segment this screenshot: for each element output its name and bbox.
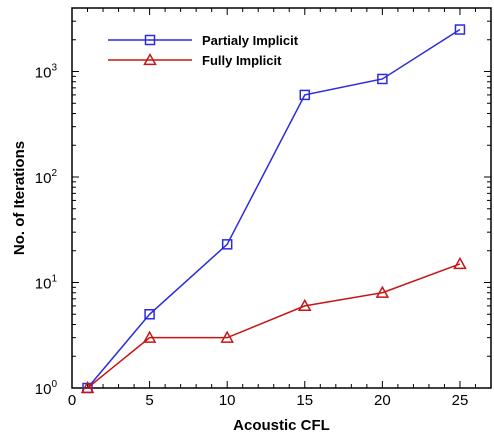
series-2 [80, 256, 467, 394]
data-point [142, 330, 157, 343]
x-tick-label: 10 [219, 392, 236, 409]
data-point [221, 239, 233, 250]
x-axis-title: Acoustic CFL [233, 417, 330, 434]
data-point [220, 330, 234, 343]
y-tick-label: 100 [35, 379, 58, 398]
data-point [298, 298, 312, 312]
legend-entry: Fully Implicit [108, 52, 282, 68]
data-point [299, 89, 311, 101]
legend: Partialy Implicit Fully Implicit [108, 33, 299, 68]
data-point [454, 24, 466, 35]
x-tick-label: 0 [68, 392, 76, 409]
x-tick-label: 15 [296, 392, 313, 409]
series-line [87, 263, 461, 389]
legend-marker [144, 34, 156, 46]
series-1 [82, 24, 466, 394]
y-tick-label: 102 [35, 168, 58, 187]
x-tick-label: 25 [452, 392, 469, 409]
legend-entry: Partialy Implicit [108, 33, 299, 48]
plot-frame [71, 7, 492, 389]
series-layer [80, 24, 467, 394]
y-tick-label: 103 [35, 63, 58, 82]
x-tick-label: 20 [374, 392, 391, 409]
data-point [375, 285, 390, 298]
y-axis-title: No. of Iterations [11, 141, 28, 255]
y-tick-label: 101 [35, 274, 58, 293]
data-point [144, 309, 155, 320]
series-line [86, 28, 461, 389]
legend-label: Partialy Implicit [202, 33, 299, 48]
x-tick-label: 5 [145, 392, 153, 409]
data-point [80, 380, 95, 394]
data-point [453, 256, 467, 270]
legend-label: Fully Implicit [202, 53, 282, 68]
legend-marker [143, 52, 157, 66]
data-point [377, 73, 388, 85]
axes: 0 5 10 15 20 25 100 101 102 103 [35, 7, 492, 409]
